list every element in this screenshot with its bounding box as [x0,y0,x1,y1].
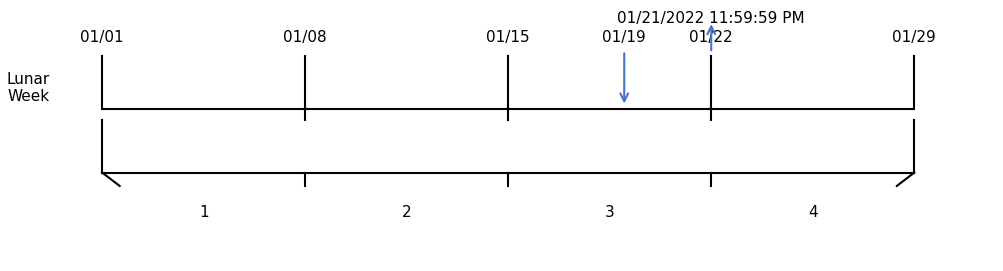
Text: 01/21/2022 11:59:59 PM: 01/21/2022 11:59:59 PM [617,11,804,26]
Text: 01/29: 01/29 [892,30,935,45]
Text: 4: 4 [807,205,816,220]
Text: 01/15: 01/15 [485,30,530,45]
Text: 2: 2 [401,205,411,220]
Text: Lunar
Week: Lunar Week [7,72,50,104]
Text: 01/19: 01/19 [602,30,646,45]
Text: 01/01: 01/01 [80,30,124,45]
Text: 3: 3 [604,205,614,220]
Text: 01/08: 01/08 [283,30,327,45]
Text: 01/22: 01/22 [689,30,732,45]
Text: 1: 1 [199,205,209,220]
